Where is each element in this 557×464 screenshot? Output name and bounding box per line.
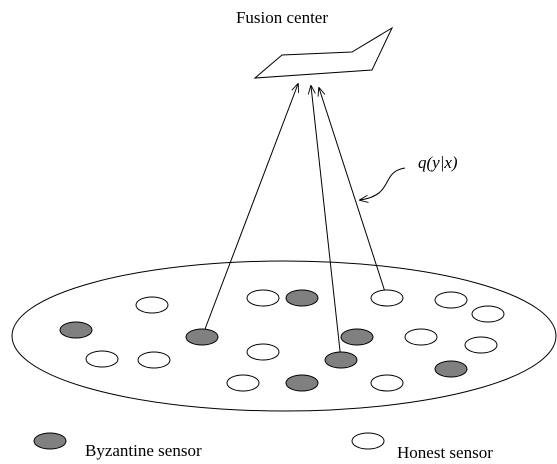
honest-sensor	[471, 305, 505, 323]
annotation-arrow	[360, 167, 406, 200]
sensors	[59, 289, 505, 392]
annotation: q(y|x)	[418, 153, 458, 172]
legend-honest-label: Honest sensor	[397, 443, 493, 462]
fusion-center-label: Fusion center	[236, 8, 328, 27]
honest-sensor	[464, 336, 498, 354]
honest-sensor	[246, 343, 280, 361]
byzantine-sensor	[340, 328, 374, 346]
arrow	[319, 88, 388, 299]
arrow	[311, 86, 342, 361]
honest-sensor	[135, 296, 169, 314]
honest-sensor	[226, 374, 260, 392]
byzantine-sensor	[59, 321, 93, 339]
legend-byzantine-swatch	[33, 432, 67, 450]
honest-sensor	[434, 291, 468, 309]
byzantine-sensor	[285, 374, 319, 392]
honest-sensor	[370, 374, 404, 392]
legend-honest-swatch	[351, 432, 385, 450]
fusion-center	[253, 26, 394, 79]
honest-sensor	[137, 351, 171, 369]
legend-byzantine-label: Byzantine sensor	[85, 441, 202, 460]
byzantine-sensor	[185, 328, 219, 346]
byzantine-sensor	[285, 289, 319, 307]
arrow	[201, 84, 298, 338]
honest-sensor	[246, 289, 280, 307]
honest-sensor	[404, 328, 438, 346]
honest-sensor	[370, 289, 404, 307]
byzantine-sensor	[324, 351, 358, 369]
arrows	[201, 84, 406, 361]
byzantine-sensor	[434, 360, 468, 378]
sensor-field	[11, 260, 557, 412]
honest-sensor	[85, 350, 119, 368]
